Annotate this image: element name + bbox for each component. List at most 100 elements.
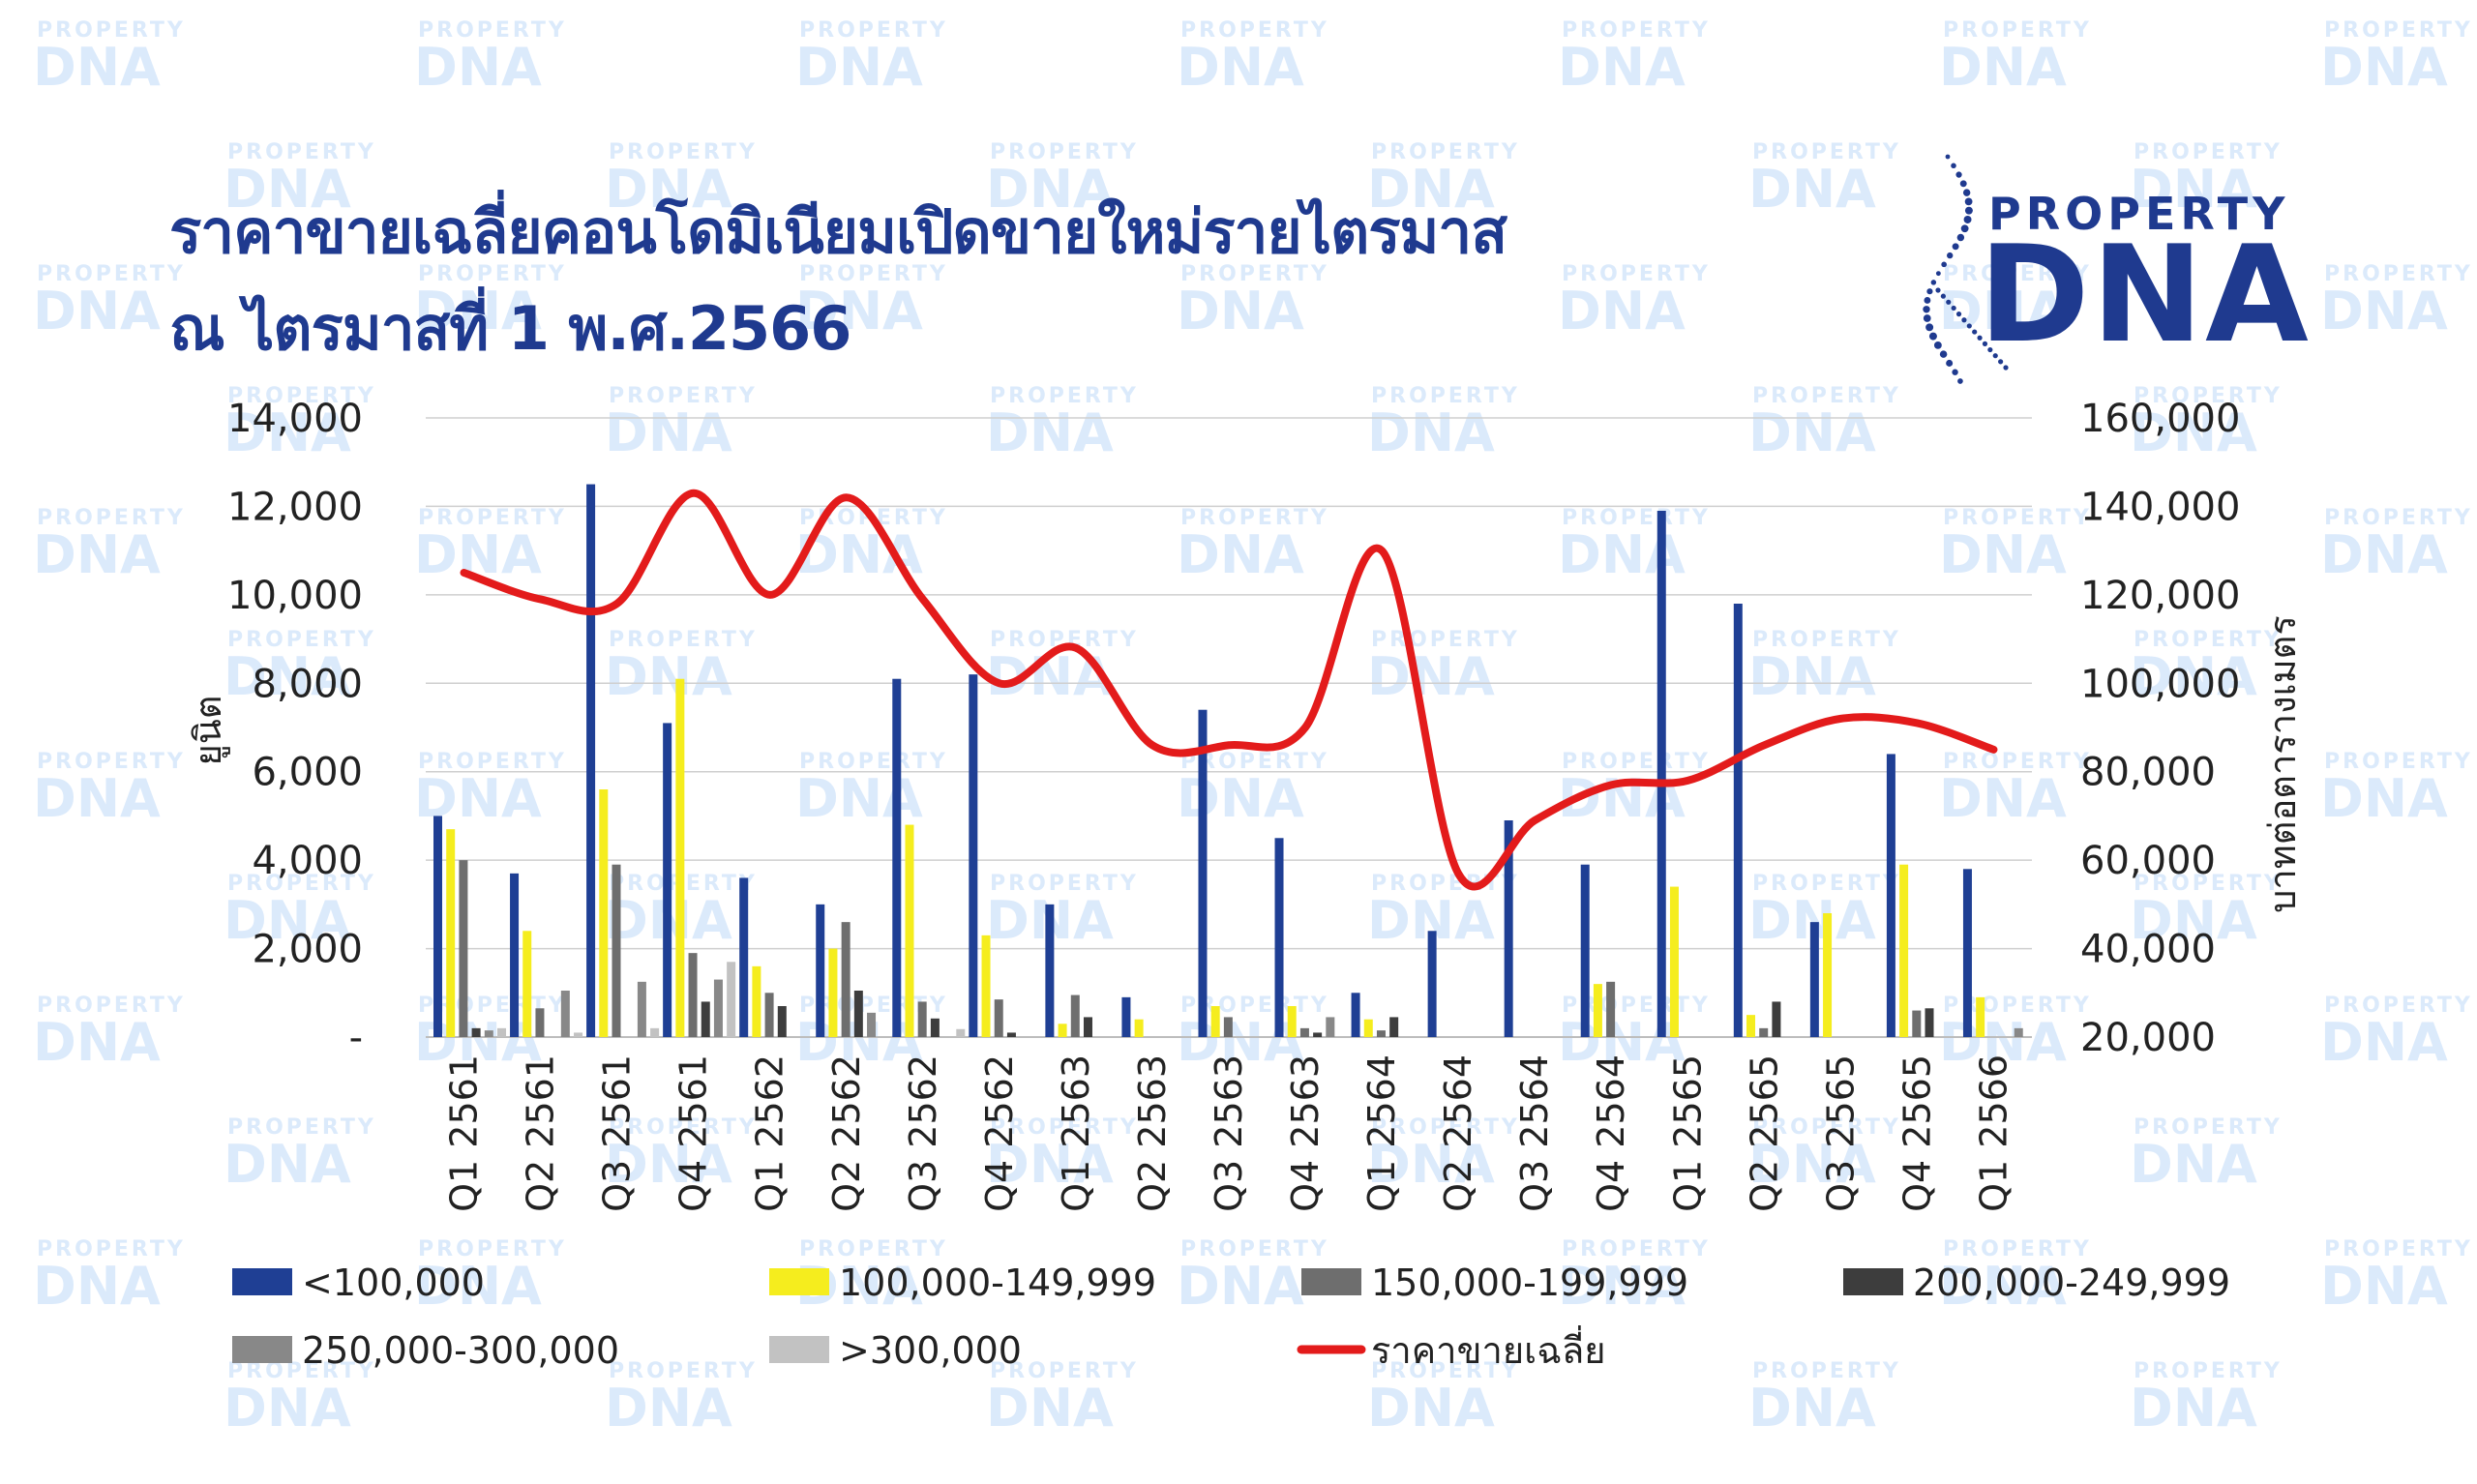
bar — [599, 789, 609, 1037]
bar — [433, 816, 442, 1037]
bar — [1083, 1017, 1092, 1037]
bar — [994, 999, 1003, 1037]
bar — [1198, 709, 1208, 1037]
watermark-small: PROPERTY — [227, 1115, 376, 1140]
watermark-big: DNA — [2130, 159, 2257, 220]
bar — [688, 953, 698, 1037]
helix-dot — [1992, 353, 1998, 359]
y-left-tick-label: 12,000 — [227, 485, 363, 529]
y-left-tick-label: 4,000 — [252, 839, 363, 883]
watermark-big: DNA — [414, 281, 542, 341]
watermark-small: PROPERTY — [227, 1359, 376, 1383]
helix-dot — [2003, 365, 2009, 371]
y-axis-right-label: บาทต่อตารางเมตร — [2261, 615, 2304, 912]
x-tick-label: Q3 2563 — [1208, 1054, 1250, 1212]
bar — [1287, 1006, 1297, 1037]
watermark-small: PROPERTY — [1752, 384, 1901, 408]
watermark-big: DNA — [224, 890, 351, 951]
watermark-small: PROPERTY — [418, 18, 567, 43]
watermark-small: PROPERTY — [799, 1237, 948, 1261]
watermark-big: DNA — [414, 37, 542, 98]
bar — [841, 922, 851, 1037]
watermark-small: PROPERTY — [1752, 628, 1901, 652]
watermark-small: PROPERTY — [1180, 18, 1329, 43]
watermark-big: DNA — [1939, 1256, 2067, 1317]
watermark-small: PROPERTY — [1371, 628, 1520, 652]
watermark-small: PROPERTY — [37, 750, 186, 774]
bar — [1899, 864, 1909, 1037]
watermark-small: PROPERTY — [1371, 1115, 1520, 1140]
legend-label: 100,000-149,999 — [839, 1261, 1156, 1304]
watermark-big: DNA — [1367, 159, 1495, 220]
bar — [1274, 838, 1284, 1037]
watermark-big: DNA — [2320, 1256, 2448, 1317]
legend-swatch — [232, 1336, 292, 1363]
bar — [1746, 1015, 1756, 1037]
helix-dot — [1982, 341, 1988, 346]
y-axis-left: - 2,000 4,000 6,000 8,000 10,000 12,000 14,000 — [227, 397, 363, 1060]
watermark-small: PROPERTY — [799, 262, 948, 286]
watermark-big: DNA — [2320, 1012, 2448, 1073]
bar — [701, 1001, 710, 1037]
x-tick-label: Q3 2562 — [902, 1054, 944, 1212]
watermark-small: PROPERTY — [1943, 1237, 2092, 1261]
legend-label: ราคาขายเฉลี่ย — [1371, 1325, 1606, 1372]
helix-dot — [1962, 189, 1971, 196]
x-tick-label: Q4 2563 — [1284, 1054, 1327, 1212]
bar — [777, 1006, 787, 1037]
bar — [1376, 1030, 1386, 1037]
watermark-big: DNA — [2130, 1134, 2257, 1195]
legend-swatch — [232, 1268, 292, 1295]
helix-dot — [1947, 252, 1954, 259]
watermark-small: PROPERTY — [1752, 140, 1901, 164]
y-axis-right: 20,000 40,000 60,000 80,000 100,000 120,000 14… — [2080, 397, 2240, 1060]
legend-swatch — [1301, 1268, 1361, 1295]
dna-helix-dots — [1923, 154, 2009, 384]
x-tick-label: Q3 2565 — [1819, 1054, 1862, 1212]
bar — [1759, 1027, 1769, 1037]
bar — [535, 1008, 545, 1037]
helix-dot — [1926, 288, 1933, 295]
bar — [1045, 904, 1055, 1037]
helix-dot — [1935, 271, 1941, 277]
watermark-small: PROPERTY — [1943, 506, 2092, 530]
bar — [1363, 1019, 1373, 1037]
watermark-small: PROPERTY — [2134, 872, 2283, 896]
bar — [713, 979, 723, 1037]
watermark-big: DNA — [1177, 37, 1304, 98]
x-tick-label: Q4 2562 — [978, 1054, 1021, 1212]
watermark-big: DNA — [605, 1134, 732, 1195]
watermark-small: PROPERTY — [1943, 18, 2092, 43]
bar — [1351, 993, 1360, 1037]
watermark-big: DNA — [605, 402, 732, 463]
bar — [1313, 1032, 1323, 1037]
watermark-small: PROPERTY — [227, 872, 376, 896]
watermark-big: DNA — [986, 1134, 1114, 1195]
bar — [1389, 1017, 1399, 1037]
bar — [510, 873, 520, 1037]
y-right-tick-label: 80,000 — [2080, 751, 2216, 795]
bar — [1912, 1010, 1922, 1037]
watermark-small: PROPERTY — [2324, 18, 2473, 43]
watermark-big: DNA — [1177, 524, 1304, 585]
helix-dot — [1987, 346, 1993, 353]
bar — [1326, 1017, 1335, 1037]
logo-text-dna: DNA — [1979, 217, 2311, 372]
x-tick-label: Q2 2565 — [1743, 1054, 1785, 1212]
property-dna-logo: PROPERTY DNA — [1921, 145, 2327, 387]
watermark-small: PROPERTY — [418, 750, 567, 774]
helix-dot — [1959, 180, 1967, 188]
